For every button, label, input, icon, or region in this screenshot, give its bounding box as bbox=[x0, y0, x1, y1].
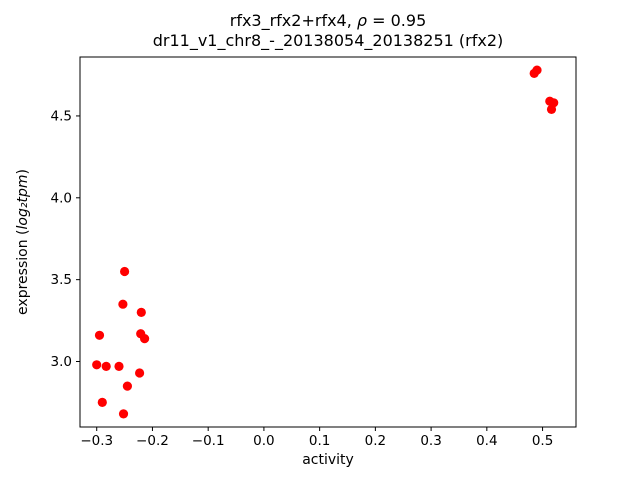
x-tick-label: 0.0 bbox=[253, 433, 274, 449]
x-tick-label: 0.5 bbox=[532, 433, 553, 449]
chart-title-line1: rfx3_rfx2+rfx4, ρ = 0.95 bbox=[80, 11, 576, 31]
data-point bbox=[118, 299, 128, 309]
title-text-prefix: rfx3_rfx2+rfx4, bbox=[229, 11, 357, 30]
data-point bbox=[532, 65, 542, 75]
y-label-suffix: ) bbox=[15, 169, 31, 175]
data-point bbox=[140, 334, 150, 344]
data-point bbox=[97, 397, 107, 407]
chart-title-line2: dr11_v1_chr8_-_20138054_20138251 (rfx2) bbox=[152, 30, 504, 50]
axes-spines bbox=[79, 56, 577, 428]
chart-title: rfx3_rfx2+rfx4, ρ = 0.95 dr11_v1_chr8_-_… bbox=[80, 11, 576, 50]
y-tick-label: 4.0 bbox=[51, 190, 72, 206]
x-tick-label: −0.2 bbox=[136, 433, 169, 449]
x-tick-label: 0.4 bbox=[476, 433, 497, 449]
data-point bbox=[114, 361, 124, 371]
y-label-math: log₂tpm bbox=[15, 174, 31, 230]
data-point bbox=[546, 104, 557, 114]
rho-symbol: ρ bbox=[356, 11, 368, 30]
data-point bbox=[92, 360, 102, 370]
y-tick-label: 4.5 bbox=[51, 108, 72, 124]
x-tick-label: −0.1 bbox=[192, 433, 225, 449]
y-tick-label: 3.0 bbox=[51, 354, 72, 370]
data-point bbox=[94, 330, 105, 340]
x-tick-label: 0.1 bbox=[309, 433, 330, 449]
data-point bbox=[118, 409, 129, 419]
data-point bbox=[101, 361, 111, 371]
y-axis-label: expression (log₂tpm) bbox=[15, 169, 31, 315]
x-tick-label: −0.3 bbox=[80, 433, 113, 449]
x-axis-label: activity bbox=[302, 452, 354, 468]
data-point bbox=[120, 266, 130, 277]
title-text-suffix: = 0.95 bbox=[367, 11, 427, 30]
x-tick-label: 0.2 bbox=[365, 433, 386, 449]
y-label-prefix: expression ( bbox=[15, 229, 31, 315]
data-point bbox=[122, 381, 132, 391]
x-tick-label: 0.3 bbox=[420, 433, 441, 449]
data-point bbox=[135, 368, 145, 378]
y-tick-label: 3.5 bbox=[51, 272, 72, 288]
data-point bbox=[136, 307, 146, 317]
